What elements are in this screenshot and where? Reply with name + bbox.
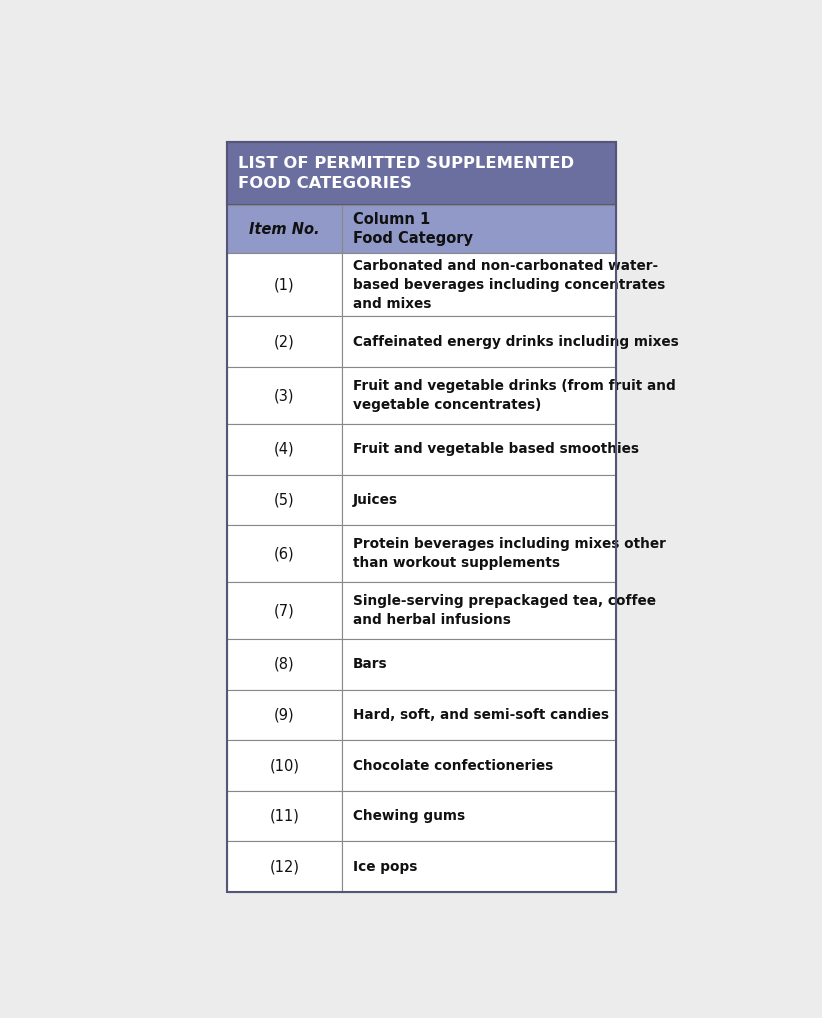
Bar <box>342 740 616 791</box>
Bar <box>342 252 616 317</box>
Text: Item No.: Item No. <box>249 222 320 236</box>
Bar <box>227 474 342 525</box>
Text: LIST OF PERMITTED SUPPLEMENTED
FOOD CATEGORIES: LIST OF PERMITTED SUPPLEMENTED FOOD CATE… <box>238 157 575 190</box>
Text: Protein beverages including mixes other
than workout supplements: Protein beverages including mixes other … <box>353 538 666 570</box>
Bar <box>227 582 342 639</box>
Text: (2): (2) <box>274 334 294 349</box>
Text: Chocolate confectioneries: Chocolate confectioneries <box>353 758 553 773</box>
Bar <box>342 317 616 367</box>
Bar <box>342 582 616 639</box>
Text: Ice pops: Ice pops <box>353 859 418 873</box>
Text: (8): (8) <box>274 657 294 672</box>
Text: Carbonated and non-carbonated water-
based beverages including concentrates
and : Carbonated and non-carbonated water- bas… <box>353 259 665 310</box>
Text: Caffeinated energy drinks including mixes: Caffeinated energy drinks including mixe… <box>353 335 679 349</box>
Text: Hard, soft, and semi-soft candies: Hard, soft, and semi-soft candies <box>353 709 609 722</box>
Text: Column 1
Food Category: Column 1 Food Category <box>353 212 473 246</box>
Bar <box>227 252 342 317</box>
Bar <box>227 317 342 367</box>
Text: (4): (4) <box>274 442 294 457</box>
Bar <box>342 690 616 740</box>
Bar <box>342 525 616 582</box>
Bar <box>227 639 342 690</box>
Bar <box>227 841 342 892</box>
Text: Juices: Juices <box>353 493 398 507</box>
Bar <box>227 142 616 892</box>
Text: (9): (9) <box>274 708 294 723</box>
Text: (12): (12) <box>270 859 299 874</box>
Text: (7): (7) <box>274 604 294 618</box>
Text: (3): (3) <box>274 388 294 403</box>
Text: (11): (11) <box>270 808 299 824</box>
Bar <box>342 206 616 252</box>
Bar <box>342 425 616 474</box>
Bar <box>342 474 616 525</box>
Text: (10): (10) <box>270 758 299 773</box>
Bar <box>227 142 616 206</box>
Bar <box>227 740 342 791</box>
Bar <box>342 841 616 892</box>
Bar <box>227 525 342 582</box>
Text: (1): (1) <box>274 277 294 292</box>
Text: (6): (6) <box>274 546 294 561</box>
Bar <box>227 206 342 252</box>
Text: Chewing gums: Chewing gums <box>353 809 465 824</box>
Text: (5): (5) <box>274 493 294 507</box>
Bar <box>227 425 342 474</box>
Bar <box>342 791 616 841</box>
Bar <box>227 791 342 841</box>
Text: Single-serving prepackaged tea, coffee
and herbal infusions: Single-serving prepackaged tea, coffee a… <box>353 595 656 627</box>
Bar <box>227 690 342 740</box>
Bar <box>342 367 616 425</box>
Bar <box>227 367 342 425</box>
Text: Bars: Bars <box>353 658 388 672</box>
Text: Fruit and vegetable drinks (from fruit and
vegetable concentrates): Fruit and vegetable drinks (from fruit a… <box>353 379 676 412</box>
Bar <box>342 639 616 690</box>
Text: Fruit and vegetable based smoothies: Fruit and vegetable based smoothies <box>353 443 639 456</box>
